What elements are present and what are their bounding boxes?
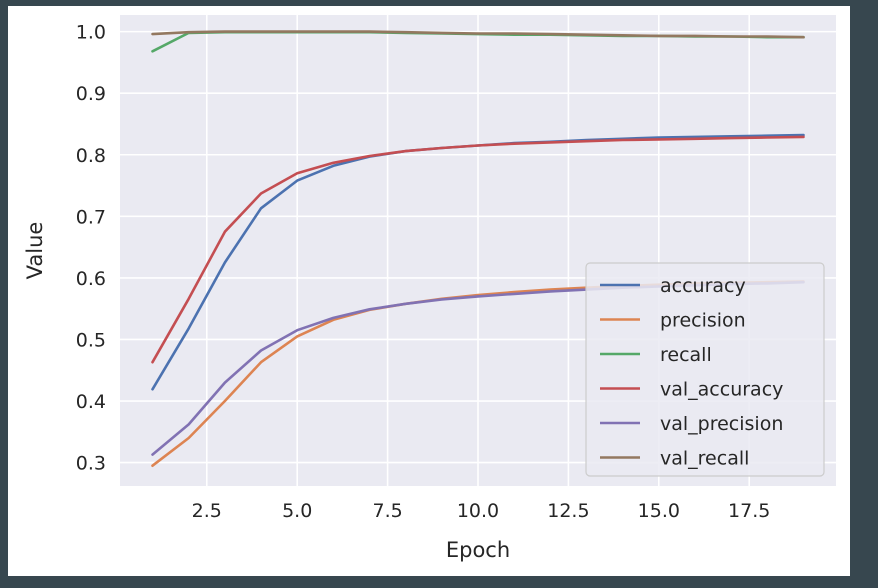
y-tick-label: 0.9: [76, 83, 106, 105]
x-tick-label: 10.0: [457, 500, 499, 522]
legend: accuracy precision recall val_accuracy val_p…: [585, 262, 825, 477]
chart-figure: 2.5 5.0 7.5 10.0 12.5 15.0 17.5 0.3 0.4 0.5 0.6 0.…: [8, 6, 850, 576]
legend-label: val_recall: [660, 448, 749, 470]
legend-label: val_precision: [660, 413, 783, 435]
x-tick-label: 15.0: [638, 500, 680, 522]
y-tick-label: 0.6: [76, 268, 106, 290]
legend-label: accuracy: [660, 275, 746, 297]
legend-label: recall: [660, 344, 712, 366]
y-tick-label: 1.0: [76, 22, 106, 44]
x-tick-label: 5.0: [282, 500, 312, 522]
y-tick-label: 0.3: [76, 453, 106, 475]
y-tick-label: 0.8: [76, 145, 106, 167]
x-axis-ticks: 2.5 5.0 7.5 10.0 12.5 15.0 17.5: [192, 500, 771, 522]
x-tick-label: 7.5: [372, 500, 402, 522]
y-axis-ticks: 0.3 0.4 0.5 0.6 0.7 0.8 0.9 1.0: [76, 22, 106, 475]
y-tick-label: 0.5: [76, 329, 106, 351]
legend-frame: [585, 262, 825, 477]
x-tick-label: 12.5: [547, 500, 589, 522]
y-axis-label: Value: [23, 222, 47, 280]
series-line-val-recall: [151, 30, 805, 39]
line-chart: 2.5 5.0 7.5 10.0 12.5 15.0 17.5 0.30.40.50.60.…: [23, 15, 836, 562]
legend-label: val_accuracy: [660, 379, 783, 401]
x-tick-label: 2.5: [192, 500, 222, 522]
x-tick-label: 17.5: [728, 500, 770, 522]
y-tick-label: 0.7: [76, 206, 106, 228]
series-line-val-accuracy: [151, 135, 805, 364]
x-axis-label: Epoch: [446, 538, 510, 562]
legend-label: precision: [660, 310, 746, 332]
y-tick-label: 0.4: [76, 391, 106, 413]
